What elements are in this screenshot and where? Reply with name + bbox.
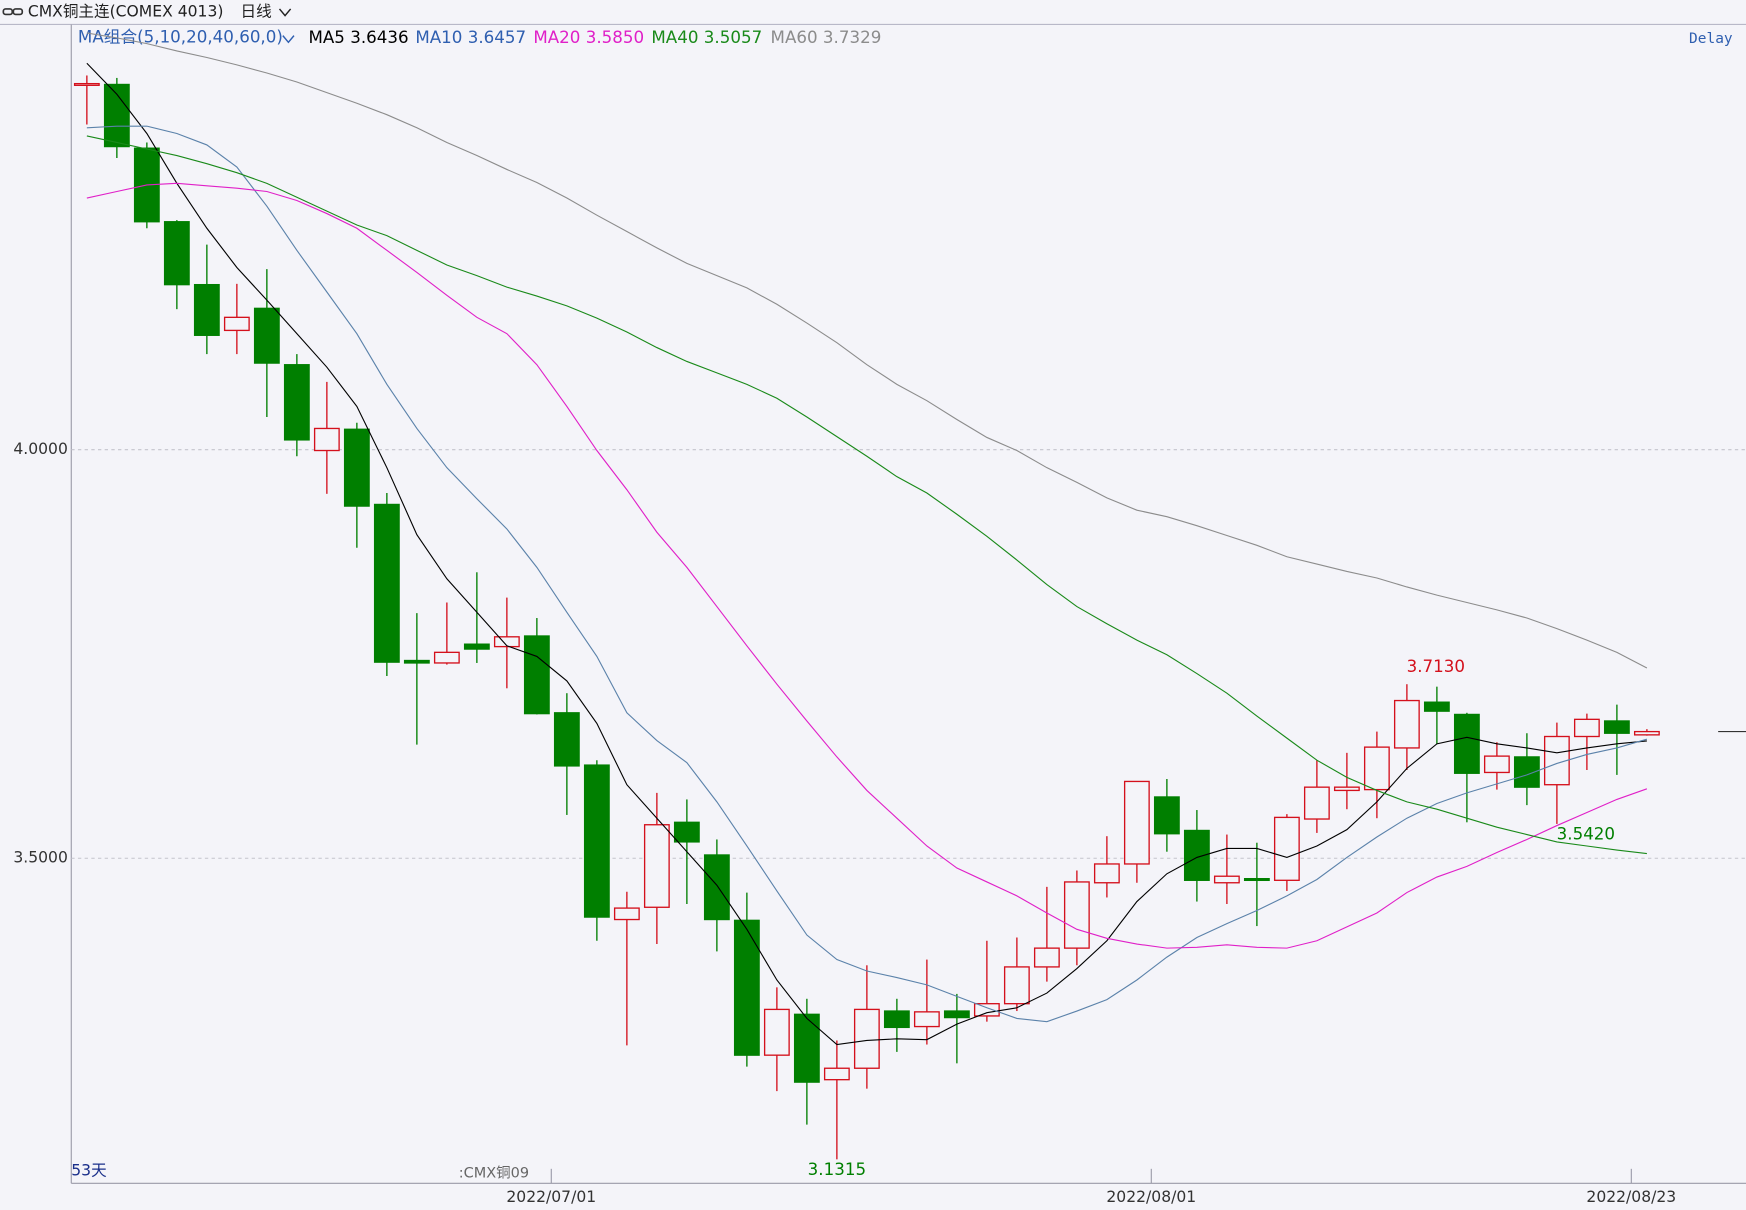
candle-body (1003, 966, 1030, 1005)
price-annotation: 3.5420 (1557, 824, 1615, 844)
candle-body (1123, 780, 1150, 865)
candle-body (193, 283, 220, 336)
legend-value: 3.5850 (586, 26, 644, 46)
candle-body (1303, 786, 1330, 820)
candle-body (253, 307, 280, 364)
period-chevron[interactable] (278, 8, 292, 17)
legend-name: MA20 (533, 26, 580, 46)
candle-body (1033, 947, 1060, 968)
candle-body (1093, 863, 1120, 884)
candle-body (583, 764, 610, 918)
x-tick-label: 2022/08/23 (1586, 1188, 1676, 1206)
chart-title: CMX铜主连(COMEX 4013) (28, 3, 224, 21)
ma-chevron[interactable] (282, 35, 295, 44)
candle-body (853, 1008, 880, 1069)
legend-name: MA10 (415, 26, 462, 46)
y-tick-label: 3.5000 (13, 849, 68, 867)
candle-body (943, 1010, 970, 1019)
candle-body (793, 1013, 820, 1083)
candle-body (613, 907, 640, 921)
ma-line (86, 62, 1647, 1046)
candle-body (973, 1003, 1000, 1017)
candle-body (223, 316, 250, 332)
y-tick-label: 4.0000 (13, 440, 68, 458)
candle-body (733, 919, 760, 1056)
legend-value: 3.7329 (823, 26, 881, 46)
candle-body (1453, 713, 1480, 774)
ma-line (86, 135, 1647, 855)
candle-body (73, 82, 100, 86)
candle-body (673, 821, 700, 843)
candle-body (1483, 755, 1510, 774)
candle-body (703, 854, 730, 921)
candle-body (1243, 878, 1270, 882)
candle-body (1573, 718, 1600, 738)
candle-body (553, 712, 580, 767)
candle-body (823, 1067, 850, 1081)
candle-body (523, 635, 550, 715)
legend-name: MA5 (308, 26, 344, 46)
day-count: 53天 (71, 1162, 107, 1180)
candle-body (1603, 720, 1630, 734)
ma-line (86, 182, 1648, 949)
legend-value: 3.5057 (704, 26, 762, 46)
candle-body (403, 659, 430, 664)
x-tick-label: 2022/08/01 (1106, 1188, 1196, 1206)
candle-body (163, 221, 190, 286)
candle-body (283, 364, 310, 441)
contract-label: :CMX铜09 (459, 1164, 529, 1181)
candle-body (763, 1008, 790, 1056)
ma-line (86, 125, 1648, 1023)
candle-body (373, 503, 400, 663)
candle-body (433, 651, 460, 664)
candle-body (463, 643, 490, 650)
x-tick-label: 2022/07/01 (506, 1188, 596, 1206)
candle-body (883, 1010, 910, 1029)
legend-entry: MA5 3.6436 (308, 26, 408, 46)
link-icon[interactable] (2, 8, 24, 16)
legend-entry: MA40 3.5057 (651, 26, 762, 46)
legend-entry: MA10 3.6457 (415, 26, 526, 46)
candle-body (643, 824, 670, 908)
price-annotation: 3.7130 (1407, 656, 1465, 676)
legend-name: MA40 (651, 26, 698, 46)
legend-entry: MA60 3.7329 (771, 26, 882, 46)
ma-group[interactable]: MA组合(5,10,20,40,60,0) (78, 26, 283, 46)
ma-line (86, 32, 1648, 669)
legend-name: MA60 (771, 26, 818, 46)
candle-body (1063, 881, 1090, 949)
candle-body (1213, 875, 1240, 884)
legend-value: 3.6436 (350, 26, 408, 46)
price-annotation: 3.1315 (808, 1159, 866, 1179)
candle-body (1393, 699, 1420, 749)
candle-body (1273, 816, 1300, 881)
candle-body (913, 1011, 940, 1028)
candle-body (343, 428, 370, 507)
period-selector[interactable]: 日线 (241, 3, 272, 21)
legend-entry: MA20 3.5850 (533, 26, 644, 46)
candle-body (493, 636, 520, 648)
candle-body (1363, 746, 1390, 791)
delay-label: Delay (1689, 31, 1733, 47)
candle-body (313, 427, 340, 452)
candle-body (1633, 730, 1660, 736)
candle-body (103, 83, 130, 148)
legend-value: 3.6457 (468, 26, 526, 46)
candle-body (1423, 701, 1450, 712)
candle-body (1333, 786, 1360, 792)
candle-body (1153, 796, 1180, 835)
